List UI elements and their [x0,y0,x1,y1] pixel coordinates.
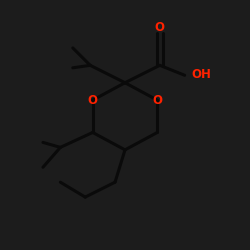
Text: OH: OH [191,68,211,80]
Text: O: O [155,21,165,34]
Text: O: O [88,94,98,107]
Text: O: O [152,94,162,107]
